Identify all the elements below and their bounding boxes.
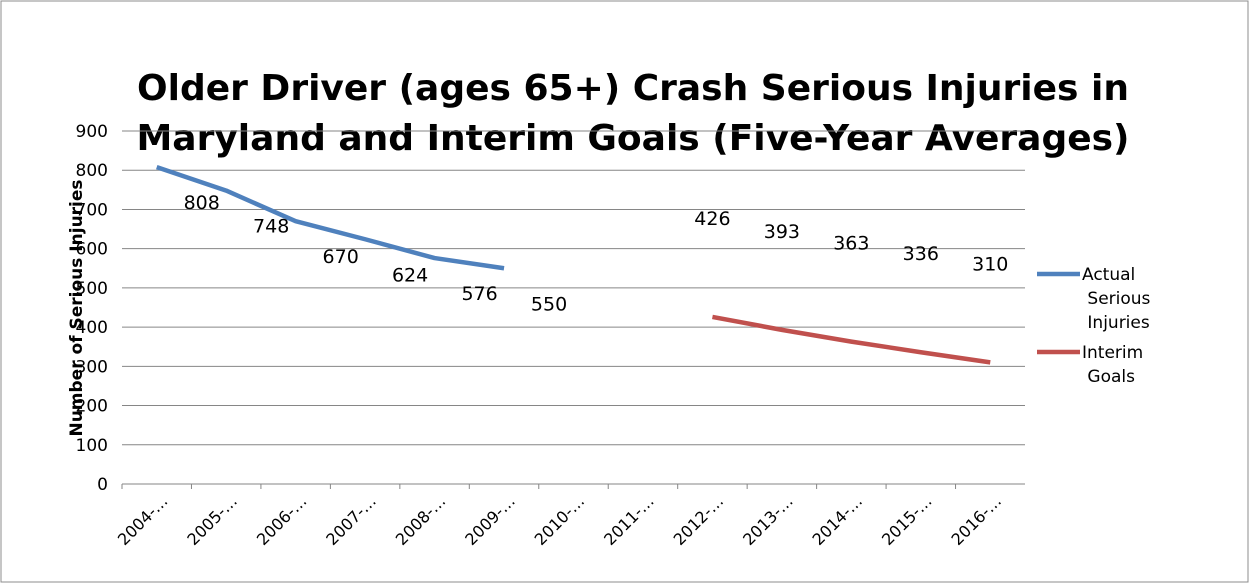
y-axis-label: Number of Serious Injuries xyxy=(67,179,87,436)
y-tick-label: 500 xyxy=(76,279,108,299)
y-tick-label: 100 xyxy=(76,436,108,456)
y-tick-label: 200 xyxy=(76,397,108,417)
data-label: 748 xyxy=(253,216,289,238)
data-label: 310 xyxy=(972,253,1008,275)
y-tick-label: 0 xyxy=(97,475,108,495)
data-label: 363 xyxy=(833,233,869,255)
data-label: 393 xyxy=(764,221,800,243)
y-tick-label: 600 xyxy=(76,240,108,260)
chart-title: Maryland and Interim Goals (Five-Year Av… xyxy=(136,118,1129,159)
line-series xyxy=(712,314,991,365)
y-tick-label: 900 xyxy=(76,122,108,142)
y-tick-label: 700 xyxy=(76,200,108,220)
legend-label: Actual Serious Injuries xyxy=(1082,265,1151,333)
data-label: 576 xyxy=(461,283,497,305)
data-label: 550 xyxy=(531,293,567,315)
line-series xyxy=(156,164,505,271)
chart-title: Older Driver (ages 65+) Crash Serious In… xyxy=(137,68,1129,109)
y-tick-label: 800 xyxy=(76,161,108,181)
data-label: 624 xyxy=(392,264,428,286)
y-tick-label: 300 xyxy=(76,357,108,377)
data-label: 426 xyxy=(694,208,730,230)
data-label: 670 xyxy=(323,246,359,268)
y-tick-label: 400 xyxy=(76,318,108,338)
legend-label: Interim Goals xyxy=(1082,343,1143,387)
data-label: 808 xyxy=(184,192,220,214)
data-label: 336 xyxy=(903,243,939,265)
